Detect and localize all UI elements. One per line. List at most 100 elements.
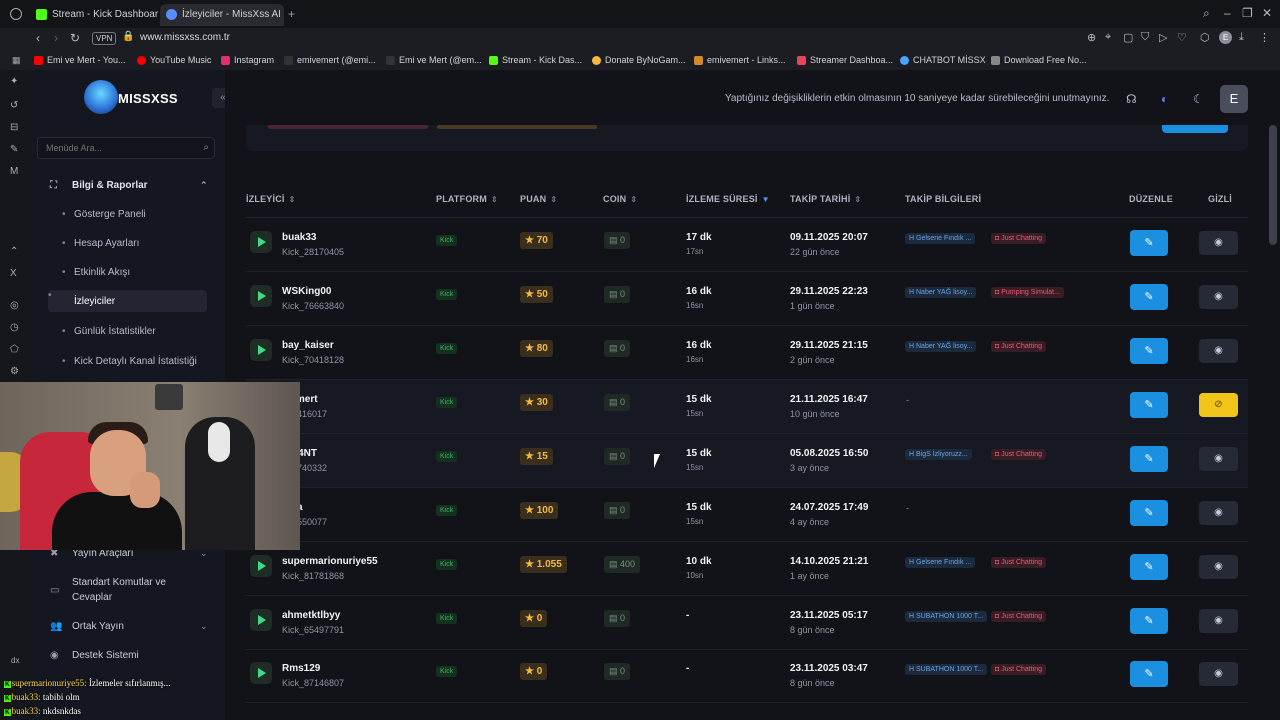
menu-search-input[interactable] [38,138,196,158]
bookmark-item[interactable]: Streamer Dashboa... [797,55,893,65]
live-play-icon[interactable] [250,609,272,631]
sidebar-item-etkinlik-akisi[interactable]: Etkinlik Akışı [62,267,202,281]
sidebar-item-gosterge-paneli[interactable]: Gösterge Paneli [62,209,202,223]
section-bilgi-raporlar[interactable]: ⛶ Bilgi & Raporlar ⌃ [50,180,208,191]
filter-pill[interactable] [437,125,597,129]
url-field[interactable]: www.missxss.com.tr [140,32,230,43]
back-icon[interactable]: ‹ [36,31,40,45]
viewer-name[interactable]: bay_kaiser [282,340,334,351]
wallet-icon[interactable]: ⊟ [10,122,19,133]
mail-icon[interactable]: M [10,166,19,177]
edit-button[interactable]: ✎ [1130,284,1168,310]
bookmarks-grid-icon[interactable]: ▦ [12,55,21,65]
viewer-name[interactable]: ahmetktlbyy [282,610,341,621]
ai-icon[interactable]: ✦ [10,76,19,87]
vpn-badge[interactable]: VPN [92,32,117,45]
toggle-hidden-button[interactable]: ◉ [1199,662,1238,686]
zoom-icon[interactable]: ⊕ [1087,32,1097,44]
live-play-icon[interactable] [250,555,272,577]
section-standart-komutlar[interactable]: ▭ Standart Komutlar ve Cevaplar [50,577,166,603]
viewer-name[interactable]: WSKing00 [282,286,332,297]
history-icon[interactable]: ↺ [10,100,19,111]
edit-button[interactable]: ✎ [1130,446,1168,472]
forward-icon[interactable]: › [54,31,58,45]
profile-avatar[interactable]: E [1219,31,1232,44]
arc-icon[interactable]: ⌃ [10,246,19,257]
viewer-name[interactable]: Rms129 [282,663,321,674]
settings-icon[interactable]: ⚙ [10,366,19,377]
edit-button[interactable]: ✎ [1130,554,1168,580]
edit-button[interactable]: ✎ [1130,230,1168,256]
col-header-points[interactable]: PUAN ⇕ [520,194,558,204]
col-header-coin[interactable]: COIN ⇕ [603,194,638,204]
x-rail-icon[interactable]: X [10,268,17,279]
bookmark-item[interactable]: Instagram [221,55,274,65]
toggle-hidden-button[interactable]: ◉ [1199,501,1238,525]
edit-button[interactable]: ✎ [1130,392,1168,418]
bookmark-item[interactable]: YouTube Music [137,55,211,65]
edit-button[interactable]: ✎ [1130,661,1168,687]
bookmark-item[interactable]: Download Free No... [991,55,1087,65]
section-destek-sistemi[interactable]: ◉ Destek Sistemi [50,650,139,661]
pin-icon[interactable]: ⌖ [1105,31,1112,43]
puzzle-icon[interactable]: ⬠ [10,344,19,355]
extensions-icon[interactable]: ⬡ [1200,32,1210,44]
new-tab-icon[interactable]: + [288,7,296,21]
bookmark-item[interactable]: Stream - Kick Das... [489,55,582,65]
toggle-hidden-button[interactable]: ◉ [1199,555,1238,579]
reload-icon[interactable]: ↻ [70,31,81,45]
live-play-icon[interactable] [250,231,272,253]
viewer-name[interactable]: buak33 [282,232,317,243]
lock-icon[interactable]: 🔒 [122,31,135,42]
col-header-follow-date[interactable]: TAKİP TARİHİ ⇕ [790,194,862,204]
toggle-hidden-button[interactable]: ◉ [1199,609,1238,633]
col-header-platform[interactable]: PLATFORM ⇕ [436,194,498,204]
circle-icon[interactable]: ◎ [10,300,19,311]
minimize-icon[interactable]: – [1224,6,1231,20]
edit-button[interactable]: ✎ [1130,500,1168,526]
close-window-icon[interactable]: ✕ [1262,6,1273,20]
action-button[interactable] [1162,125,1228,133]
download-icon[interactable]: ⤓ [1239,31,1244,43]
toggle-hidden-button[interactable]: ◉ [1199,231,1238,255]
screenshot-icon[interactable]: ▢ [1123,32,1134,44]
bookmark-item[interactable]: emivemert - Links... [694,55,786,65]
headset-icon[interactable]: ☊ [1126,92,1137,106]
sidebar-item-kick-detayli[interactable]: Kick Detaylı Kanal İstatistiği [62,356,212,370]
scrollbar-thumb[interactable] [1269,125,1277,245]
live-play-icon[interactable] [250,339,272,361]
viewer-name[interactable]: supermarionuriye55 [282,556,378,567]
col-header-watch-time[interactable]: İZLEME SÜRESİ ▼ [686,194,770,204]
bookmark-item[interactable]: CHATBOT MİSSX [900,55,986,65]
toggle-hidden-button[interactable]: ◉ [1199,339,1238,363]
discord-icon[interactable]: ◐ [1161,92,1169,106]
tab-izleyiciler[interactable]: İzleyiciler - MissXss AI Bo [160,4,284,26]
section-yayin-araclari[interactable]: ✖ Yayın Araçları ⌄ [50,548,208,559]
edit-button[interactable]: ✎ [1130,608,1168,634]
section-ortak-yayin[interactable]: 👥 Ortak Yayın ⌄ [50,621,208,632]
heart-icon[interactable]: ♡ [1177,32,1187,44]
maximize-icon[interactable]: ❐ [1242,6,1253,20]
user-menu-button[interactable]: E [1220,85,1248,113]
live-play-icon[interactable] [250,662,272,684]
sidebar-item-gunluk-istatistikler[interactable]: Günlük İstatistikler [62,326,202,340]
toggle-hidden-button[interactable]: ◉ [1199,285,1238,309]
clock-icon[interactable]: ◷ [10,322,19,333]
notes-icon[interactable]: ✎ [10,144,19,155]
menu-dots-icon[interactable]: ⋮ [1259,32,1270,44]
play-icon[interactable]: ▷ [1159,32,1168,44]
toggle-hidden-button[interactable]: ⊘ [1199,393,1238,417]
moon-icon[interactable]: ☾ [1193,92,1204,106]
tab-kick-dashboard[interactable]: Stream - Kick Dashboard [30,4,158,26]
search-icon[interactable]: ⌕ [203,142,209,153]
bookmark-item[interactable]: emivemert (@emi... [284,55,376,65]
sidebar-item-hesap-ayarlari[interactable]: Hesap Ayarları [62,238,202,252]
bookmark-item[interactable]: Emi ve Mert (@em... [386,55,482,65]
bookmark-item[interactable]: Donate ByNoGam... [592,55,686,65]
sidebar-item-izleyiciler[interactable]: İzleyiciler [48,290,207,312]
browser-menu-icon[interactable] [10,8,22,20]
shield-icon[interactable]: ⛉ [1141,31,1150,43]
bookmark-item[interactable]: Emi ve Mert - You... [34,55,126,65]
live-play-icon[interactable] [250,285,272,307]
col-header-viewer[interactable]: İZLEYİCİ ⇕ [246,194,296,204]
